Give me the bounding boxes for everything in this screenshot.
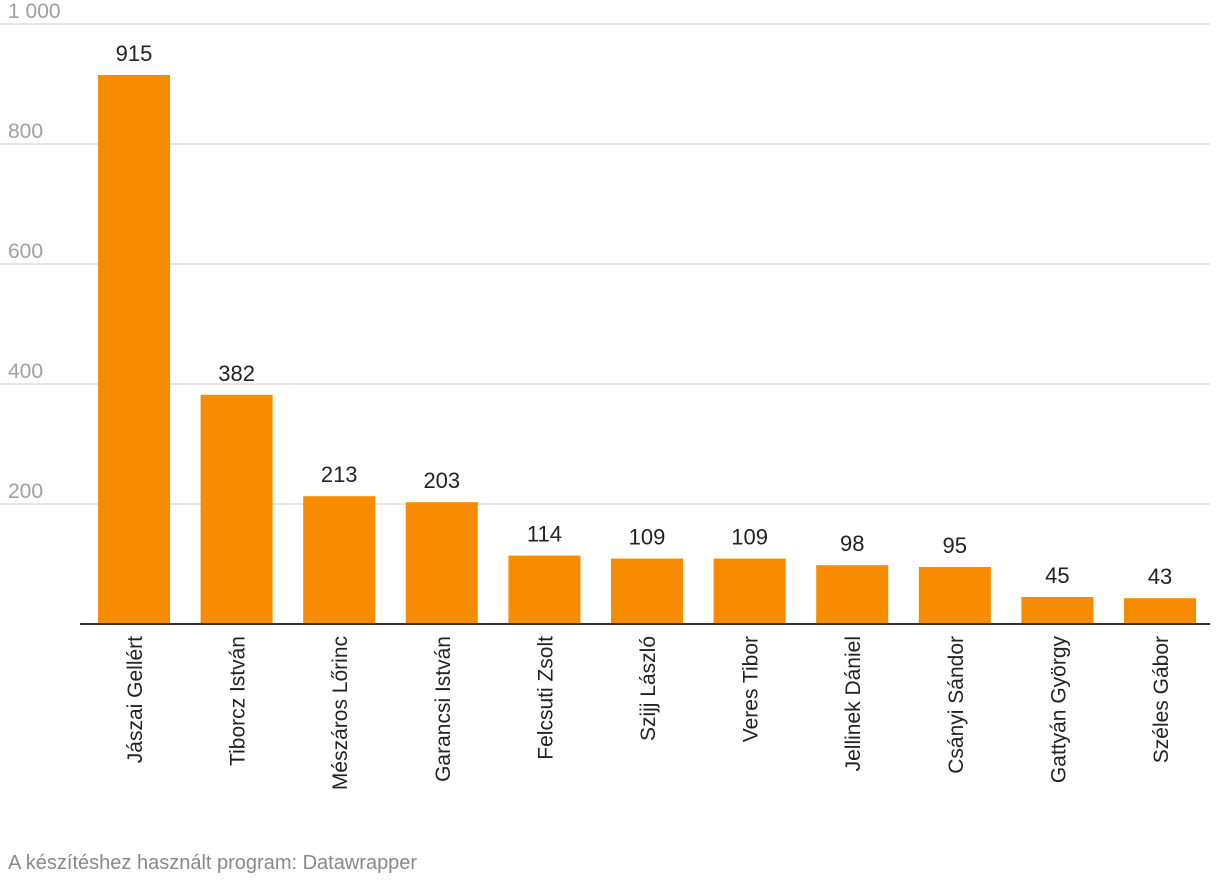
value-label: 915 — [116, 41, 153, 66]
y-tick-label: 400 — [8, 360, 43, 383]
y-tick-label: 600 — [8, 240, 43, 263]
value-label: 203 — [423, 468, 460, 493]
bar — [713, 558, 786, 624]
category-label: Jászai Gellért — [124, 636, 147, 763]
category-label: Felcsuti Zsolt — [534, 636, 557, 760]
category-label: Csányi Sándor — [945, 636, 968, 774]
bar — [816, 565, 889, 624]
value-labels: 915 382 213 203 114 109 109 98 95 45 43 — [116, 41, 1173, 589]
bar — [611, 558, 683, 624]
y-tick-label: 200 — [8, 480, 43, 503]
category-label: Jellinek Dániel — [842, 636, 865, 771]
bar — [1124, 598, 1196, 624]
bar — [405, 502, 478, 624]
bar — [200, 394, 273, 624]
category-labels: Jászai Gellért Tiborcz István Mészáros Lőr… — [124, 636, 1173, 791]
value-label: 43 — [1148, 564, 1172, 589]
bar — [1021, 597, 1094, 624]
bar — [303, 496, 376, 624]
category-label: Szijj László — [637, 636, 660, 741]
category-label: Széles Gábor — [1150, 636, 1173, 763]
category-label: Garancsi István — [432, 636, 455, 782]
category-label: Gattyán György — [1047, 636, 1070, 784]
value-label: 45 — [1045, 563, 1069, 588]
category-label: Tiborcz István — [227, 636, 250, 766]
value-label: 382 — [218, 361, 255, 386]
value-label: 114 — [527, 522, 562, 547]
bar — [508, 555, 581, 624]
bar — [98, 75, 170, 624]
value-label: 213 — [321, 462, 358, 487]
category-label: Veres Tibor — [740, 636, 763, 742]
bars — [98, 75, 1196, 624]
y-tick-label: 800 — [8, 120, 43, 143]
value-label: 98 — [840, 531, 864, 556]
category-label: Mészáros Lőrinc — [329, 636, 352, 790]
footer-credit: A készítéshez használt program: Datawrap… — [8, 852, 418, 874]
grid-lines — [0, 23, 1210, 505]
value-label: 109 — [629, 525, 666, 550]
y-tick-label: 1 000 — [8, 0, 61, 23]
bar — [918, 567, 991, 624]
value-label: 95 — [943, 533, 967, 558]
value-label: 109 — [731, 525, 768, 550]
y-axis-tick-labels: 200 400 600 800 1 000 — [8, 0, 61, 503]
